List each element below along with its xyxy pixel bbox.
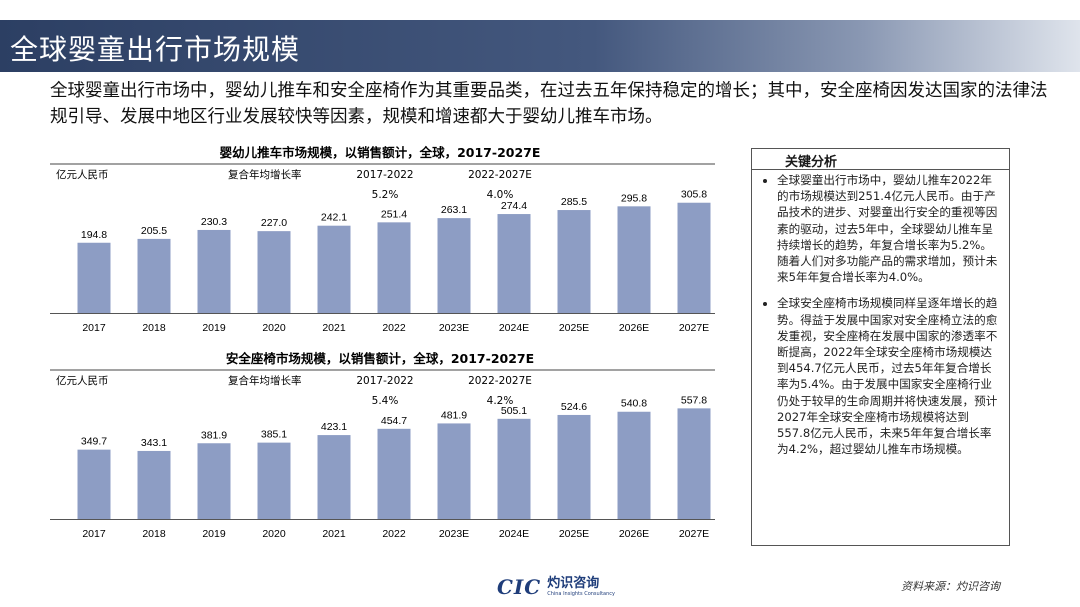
stroller-data-label-2022: 251.4: [381, 208, 407, 220]
car-seat-chart-svg: 安全座椅市场规模，以销售额计，全球，2017-2027E 亿元人民币 复合年均增长率…: [50, 351, 715, 540]
stroller-cagr-period-0: 2017-2022: [356, 169, 413, 181]
stroller-tick-2017: 2017: [82, 322, 106, 334]
stroller-data-label-2018: 205.5: [141, 225, 167, 237]
stroller-bar-2017: [77, 242, 111, 313]
car-seat-bar-2018: [137, 450, 171, 519]
stroller-bar-2023E: [437, 218, 471, 313]
car-seat-cagr-period-1: 2022-2027E: [468, 375, 532, 387]
stroller-tick-2018: 2018: [142, 322, 166, 334]
stroller-tick-2021: 2021: [322, 322, 346, 334]
stroller-data-label-2021: 242.1: [321, 212, 347, 224]
stroller-data-label-2023E: 263.1: [441, 204, 467, 216]
car-seat-tick-2025E: 2025E: [559, 528, 589, 540]
car-seat-tick-2020: 2020: [262, 528, 286, 540]
stroller-cagr-value-0: 5.2%: [372, 189, 399, 201]
stroller-bar-2027E: [677, 202, 711, 313]
stroller-bar-2018: [137, 238, 171, 313]
car-seat-tick-2026E: 2026E: [619, 528, 649, 540]
stroller-bar-2022: [377, 222, 411, 313]
key-analysis-heading: 关键分析: [752, 149, 1009, 170]
stroller-data-label-2026E: 295.8: [621, 192, 647, 204]
stroller-chart: 婴幼儿推车市场规模，以销售额计，全球，2017-2027E 亿元人民币 复合年均增长…: [50, 142, 715, 342]
car-seat-bar-2024E: [497, 418, 531, 519]
stroller-bar-2024E: [497, 214, 531, 313]
car-seat-data-label-2023E: 481.9: [441, 409, 467, 421]
stroller-tick-2025E: 2025E: [559, 322, 589, 334]
cic-logo-cn: 灼识咨询: [547, 576, 600, 591]
page-title: 全球婴童出行市场规模: [10, 33, 301, 66]
stroller-bar-2020: [257, 231, 291, 313]
car-seat-data-label-2020: 385.1: [261, 429, 287, 441]
stroller-cagr-value-1: 4.0%: [487, 189, 514, 201]
car-seat-unit-label: 亿元人民币: [56, 374, 109, 387]
stroller-bar-2026E: [617, 206, 651, 313]
car-seat-bar-2022: [377, 428, 411, 519]
stroller-data-label-2019: 230.3: [201, 216, 227, 228]
car-seat-data-label-2018: 343.1: [141, 437, 167, 449]
stroller-tick-2026E: 2026E: [619, 322, 649, 334]
car-seat-chart-title: 安全座椅市场规模，以销售额计，全球，2017-2027E: [226, 351, 534, 366]
car-seat-data-label-2017: 349.7: [81, 436, 107, 448]
car-seat-cagr-value-1: 4.2%: [487, 395, 514, 407]
stroller-tick-2027E: 2027E: [679, 322, 709, 334]
cic-logo: CIC 灼识咨询 China Insights Consultancy: [497, 574, 615, 600]
car-seat-data-label-2019: 381.9: [201, 429, 227, 441]
car-seat-bar-2025E: [557, 414, 591, 519]
stroller-bar-2021: [317, 225, 351, 313]
stroller-tick-2020: 2020: [262, 322, 286, 334]
car-seat-tick-2027E: 2027E: [679, 528, 709, 540]
car-seat-tick-2023E: 2023E: [439, 528, 469, 540]
car-seat-tick-2021: 2021: [322, 528, 346, 540]
stroller-unit-label: 亿元人民币: [56, 168, 109, 181]
car-seat-tick-2024E: 2024E: [499, 528, 529, 540]
car-seat-bar-2027E: [677, 408, 711, 519]
car-seat-data-label-2024E: 505.1: [501, 405, 527, 417]
cic-logo-en: China Insights Consultancy: [547, 591, 615, 597]
car-seat-cagr-period-0: 2017-2022: [356, 375, 413, 387]
car-seat-bar-2023E: [437, 423, 471, 519]
car-seat-bar-2021: [317, 435, 351, 519]
stroller-bar-2019: [197, 229, 231, 313]
stroller-cagr-period-1: 2022-2027E: [468, 169, 532, 181]
stroller-data-label-2017: 194.8: [81, 229, 107, 241]
stroller-chart-svg: 婴幼儿推车市场规模，以销售额计，全球，2017-2027E 亿元人民币 复合年均增长…: [50, 145, 715, 334]
key-analysis-panel: 关键分析 全球婴童出行市场中，婴幼儿推车2022年的市场规模达到251.4亿元人…: [751, 148, 1010, 546]
stroller-data-label-2027E: 305.8: [681, 189, 707, 201]
stroller-chart-title: 婴幼儿推车市场规模，以销售额计，全球，2017-2027E: [220, 145, 541, 160]
stroller-tick-2024E: 2024E: [499, 322, 529, 334]
car-seat-data-label-2022: 454.7: [381, 415, 407, 427]
stroller-data-label-2025E: 285.5: [561, 196, 587, 208]
car-seat-cagr-value-0: 5.4%: [372, 395, 399, 407]
car-seat-data-label-2026E: 540.8: [621, 398, 647, 410]
source-note: 资料来源：灼识咨询: [901, 580, 1000, 593]
car-seat-tick-2019: 2019: [202, 528, 226, 540]
stroller-tick-2023E: 2023E: [439, 322, 469, 334]
car-seat-chart: 安全座椅市场规模，以销售额计，全球，2017-2027E 亿元人民币 复合年均增长率…: [50, 348, 715, 548]
car-seat-bar-2020: [257, 442, 291, 519]
car-seat-bar-2026E: [617, 411, 651, 519]
car-seat-data-label-2027E: 557.8: [681, 394, 707, 406]
car-seat-data-label-2021: 423.1: [321, 421, 347, 433]
car-seat-bar-2019: [197, 443, 231, 519]
stroller-bar-2025E: [557, 210, 591, 313]
stroller-data-label-2020: 227.0: [261, 217, 287, 229]
analysis-bullet-car-seat: 全球安全座椅市场规模同样呈逐年增长的趋势。得益于发展中国家对安全座椅立法的愈发重…: [777, 295, 1001, 457]
cic-logo-mark: CIC: [497, 575, 542, 599]
car-seat-data-label-2025E: 524.6: [561, 401, 587, 413]
car-seat-cagr-label: 复合年均增长率: [228, 374, 302, 387]
analysis-bullet-stroller: 全球婴童出行市场中，婴幼儿推车2022年的市场规模达到251.4亿元人民币。由于…: [777, 172, 1001, 285]
title-bar: 全球婴童出行市场规模: [0, 20, 1080, 72]
car-seat-tick-2017: 2017: [82, 528, 106, 540]
stroller-cagr-label: 复合年均增长率: [228, 168, 302, 181]
intro-paragraph: 全球婴童出行市场中，婴幼儿推车和安全座椅作为其重要品类，在过去五年保持稳定的增长…: [50, 81, 1048, 127]
stroller-data-label-2024E: 274.4: [501, 200, 527, 212]
car-seat-tick-2022: 2022: [382, 528, 406, 540]
car-seat-bar-2017: [77, 449, 111, 519]
key-analysis-list: 全球婴童出行市场中，婴幼儿推车2022年的市场规模达到251.4亿元人民币。由于…: [752, 172, 1009, 457]
stroller-tick-2019: 2019: [202, 322, 226, 334]
stroller-tick-2022: 2022: [382, 322, 406, 334]
car-seat-tick-2018: 2018: [142, 528, 166, 540]
